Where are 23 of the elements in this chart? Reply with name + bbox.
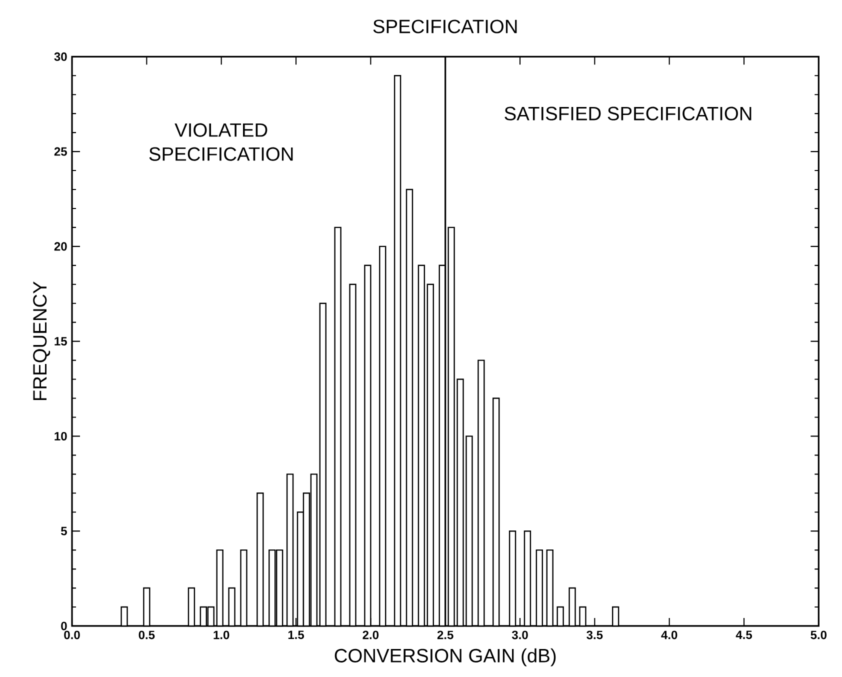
x-tick-label: 0.0 [64, 630, 80, 640]
annotation: SATISFIED SPECIFICATION [504, 106, 752, 120]
y-tick-label: 30 [54, 52, 67, 61]
y-tick-label: 5 [61, 526, 67, 536]
x-tick-label: 3.0 [512, 630, 528, 640]
x-tick-label: 4.5 [736, 630, 752, 640]
x-tick-label: 2.5 [437, 630, 454, 640]
x-tick-label: 1.0 [214, 630, 230, 640]
y-tick-label: 10 [54, 432, 67, 440]
y-tick-label: 20 [54, 242, 67, 251]
x-axis-title: CONVERSION GAIN (dB) [334, 648, 556, 666]
x-tick-label: 2.0 [362, 630, 379, 640]
y-tick-label: 0 [61, 622, 67, 630]
y-tick-label: 15 [54, 337, 67, 346]
x-tick-label: 0.5 [138, 630, 155, 640]
annotation: VIOLATED SPECIFICATION [149, 123, 293, 161]
x-tick-label: 4.0 [661, 630, 678, 640]
ref-line-label: SPECIFICATION [373, 20, 517, 34]
x-tick-label: 5.0 [810, 630, 827, 640]
x-tick-label: 1.5 [288, 630, 304, 640]
x-tick-label: 3.5 [586, 630, 603, 640]
y-axis-title: FREQUENCY [33, 281, 50, 400]
y-tick-label: 25 [54, 147, 67, 156]
